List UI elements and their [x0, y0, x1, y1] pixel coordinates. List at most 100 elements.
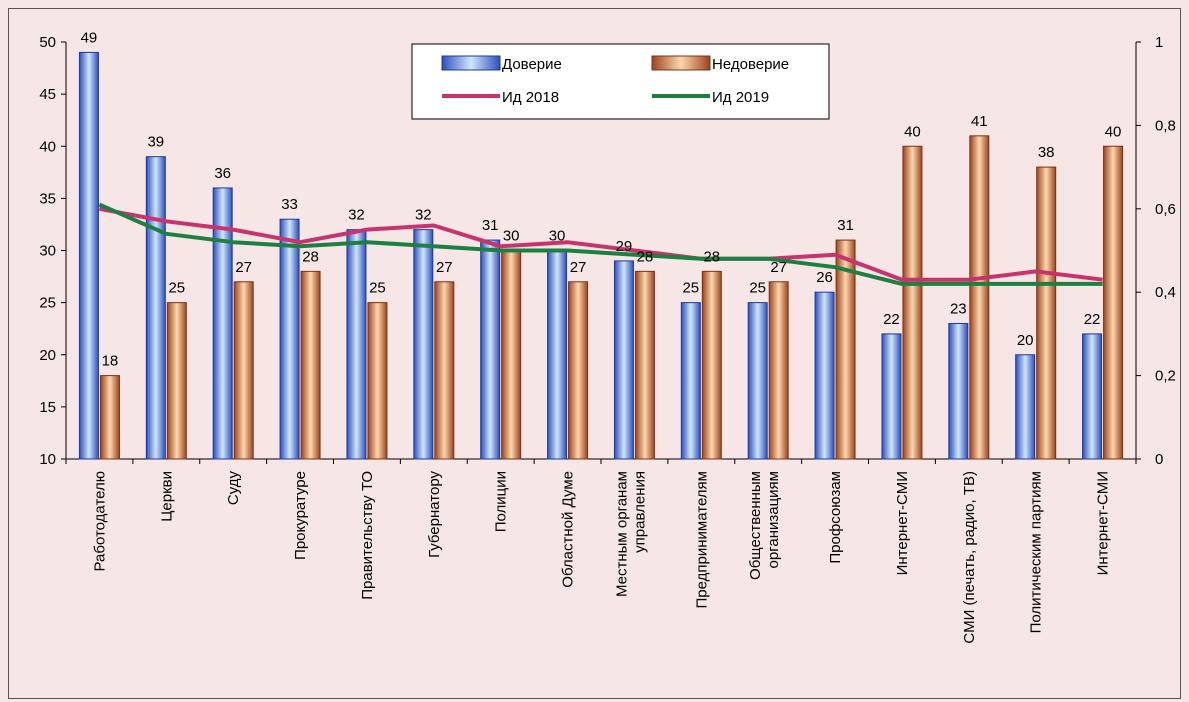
- data-label-trust: 20: [1017, 332, 1034, 349]
- bar-trust: [747, 302, 768, 460]
- data-label-distrust: 28: [637, 248, 654, 265]
- category-label: Местным органам: [613, 471, 630, 597]
- data-label-trust: 25: [749, 280, 766, 297]
- chart-border: [8, 8, 1181, 699]
- data-label-distrust: 40: [1105, 123, 1122, 140]
- data-label-trust: 23: [950, 300, 967, 317]
- category-label: Прокуратуре: [292, 471, 309, 560]
- data-label-distrust: 38: [1038, 144, 1055, 161]
- data-label-trust: 22: [883, 311, 900, 328]
- category-label: Областной Думе: [560, 471, 577, 588]
- bar-trust: [346, 229, 367, 460]
- data-label-distrust: 18: [102, 353, 119, 370]
- y-left-tick-label: 50: [39, 34, 56, 51]
- data-label-trust: 26: [816, 269, 833, 286]
- bars-layer: [78, 51, 1124, 460]
- category-label: СМИ (печать, радио, ТВ): [961, 471, 978, 644]
- legend-label-id2019: Ид 2019: [712, 89, 769, 106]
- category-label: управления: [631, 471, 648, 553]
- category-label: Работодателю: [91, 471, 108, 571]
- category-label: Полиции: [493, 471, 510, 532]
- bar-distrust: [634, 270, 655, 460]
- data-label-distrust: 31: [837, 217, 854, 234]
- y-left-tick-label: 45: [39, 86, 56, 103]
- category-label: Профсоюзам: [827, 471, 844, 564]
- data-label-trust: 49: [81, 29, 98, 46]
- bar-distrust: [300, 270, 321, 460]
- y-left-tick-label: 40: [39, 138, 56, 155]
- bar-trust: [145, 156, 166, 460]
- bar-trust: [547, 250, 568, 460]
- bar-distrust: [166, 302, 187, 460]
- category-label: Общественным: [747, 471, 764, 580]
- data-label-trust: 31: [482, 217, 499, 234]
- y-left-tick-label: 25: [39, 295, 56, 312]
- y-right-tick-label: 0,6: [1155, 201, 1176, 218]
- data-label-distrust: 27: [570, 259, 587, 276]
- data-label-trust: 36: [214, 165, 231, 182]
- data-label-distrust: 28: [703, 248, 720, 265]
- y-right-tick-label: 0,8: [1155, 117, 1176, 134]
- data-label-distrust: 27: [436, 259, 453, 276]
- data-label-trust: 33: [281, 196, 298, 213]
- category-label: Суду: [225, 471, 242, 506]
- data-label-distrust: 41: [971, 113, 988, 130]
- bar-distrust: [768, 281, 789, 460]
- bar-distrust: [1036, 166, 1057, 460]
- bar-distrust: [1103, 145, 1124, 460]
- data-label-trust: 32: [415, 207, 432, 224]
- data-label-trust: 25: [682, 280, 699, 297]
- legend-swatch-trust: [441, 55, 501, 71]
- bar-distrust: [434, 281, 455, 460]
- bar-distrust: [701, 270, 722, 460]
- y-right-tick-label: 0: [1155, 451, 1163, 468]
- lines-layer: [98, 202, 1103, 286]
- line-id2019: [98, 202, 1103, 286]
- bar-trust: [613, 260, 634, 460]
- category-label: Интернет-СМИ: [894, 471, 911, 575]
- data-label-trust: 30: [549, 228, 566, 245]
- bar-distrust: [99, 375, 120, 460]
- bar-trust: [948, 322, 969, 460]
- y-right-tick-label: 0,2: [1155, 368, 1176, 385]
- category-label: Церкви: [158, 471, 175, 522]
- legend: Доверие Недоверие Ид 2018 Ид 2019: [411, 43, 830, 120]
- bar-distrust: [501, 250, 522, 460]
- bar-distrust: [367, 302, 388, 460]
- y-left-tick-label: 35: [39, 190, 56, 207]
- y-left-tick-label: 30: [39, 243, 56, 260]
- y-left-tick-label: 20: [39, 347, 56, 364]
- bar-trust: [279, 218, 300, 460]
- data-label-distrust: 25: [168, 280, 185, 297]
- bar-distrust: [835, 239, 856, 460]
- data-label-distrust: 30: [503, 228, 520, 245]
- category-label: Политическим партиям: [1028, 471, 1045, 633]
- bar-trust: [881, 333, 902, 460]
- category-label: Губернатору: [426, 471, 443, 558]
- y-right-tick-label: 0,4: [1155, 284, 1176, 301]
- data-label-trust: 29: [616, 238, 633, 255]
- data-label-distrust: 27: [770, 259, 787, 276]
- category-label: организациям: [765, 471, 782, 568]
- y-right-tick-label: 1: [1155, 34, 1163, 51]
- category-label: Предпринимателям: [693, 471, 710, 608]
- category-label: Правительству ТО: [359, 471, 376, 600]
- labels-layer: 49 18 Работодателю 39 25 Церкви 36 27 Суду 33 28 Пр…: [81, 29, 1122, 643]
- legend-swatch-distrust: [651, 55, 711, 71]
- bar-trust: [1015, 354, 1036, 460]
- y-left-tick-label: 15: [39, 399, 56, 416]
- legend-label-distrust: Недоверие: [712, 56, 789, 73]
- bar-trust: [480, 239, 501, 460]
- line-id2018: [99, 206, 1103, 282]
- y-left-tick-label: 10: [39, 451, 56, 468]
- bar-distrust: [233, 281, 254, 460]
- data-label-trust: 39: [147, 134, 164, 151]
- legend-label-trust: Доверие: [502, 56, 562, 73]
- data-label-trust: 22: [1084, 311, 1101, 328]
- legend-label-id2018: Ид 2018: [502, 89, 559, 106]
- bar-distrust: [568, 281, 589, 460]
- data-label-distrust: 40: [904, 123, 921, 140]
- data-label-distrust: 27: [235, 259, 252, 276]
